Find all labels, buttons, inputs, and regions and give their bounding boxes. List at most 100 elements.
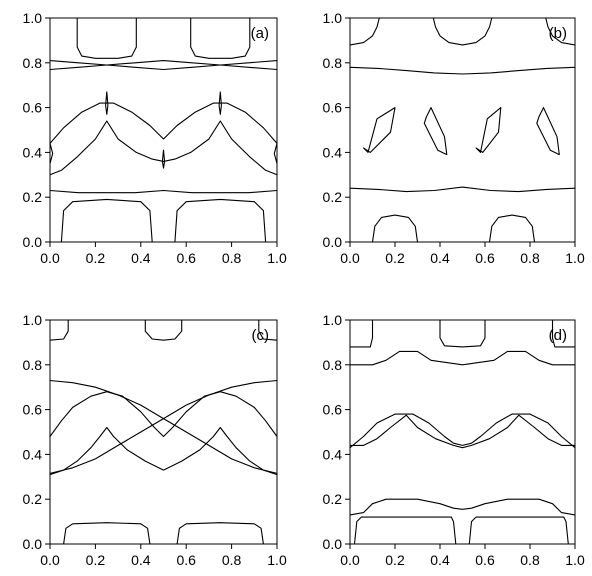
x-tick-label: 0.6	[176, 250, 196, 266]
y-tick-label: 1.0	[23, 10, 43, 26]
x-tick-label: 1.0	[565, 552, 585, 568]
contour-line-1	[349, 319, 374, 348]
x-tick-label: 1.0	[267, 552, 287, 568]
x-tick-label: 0.4	[430, 552, 450, 568]
x-tick-label: 0.0	[340, 250, 360, 266]
y-tick-label: 1.0	[323, 10, 343, 26]
contour-line-5	[49, 426, 278, 476]
plot-frame	[349, 17, 576, 243]
contour-line-1	[349, 17, 380, 46]
contour-line-7	[49, 379, 278, 474]
y-tick-label: 0.0	[323, 234, 343, 250]
contour-line-13	[60, 198, 153, 243]
x-tick-label: 0.8	[222, 250, 242, 266]
contour-line-8	[353, 516, 457, 545]
contour-line-8	[218, 91, 222, 115]
contour-line-11	[273, 142, 278, 165]
contour-line-6	[49, 120, 278, 176]
x-tick-label: 0.2	[86, 250, 106, 266]
chart-panel-3: 0.0 0.2 0.4 0.6 0.8 1.0 0.0 0.2 0.4 0.6 0.8 1.0 (c)	[23, 312, 287, 568]
contour-line-1	[76, 17, 137, 59]
x-tick-label: 0.4	[131, 552, 151, 568]
y-tick-label: 0.4	[23, 446, 43, 462]
x-tick-label: 0.0	[340, 552, 360, 568]
contour-line-7	[423, 107, 448, 156]
contour-line-3	[545, 17, 576, 46]
contour-line-2	[432, 17, 493, 46]
contour-line-2	[190, 17, 251, 59]
x-tick-label: 1.0	[565, 250, 585, 266]
x-tick-label: 0.0	[40, 552, 60, 568]
contour-line-4	[349, 66, 576, 75]
contour-line-9	[161, 149, 166, 169]
x-tick-label: 0.2	[385, 552, 405, 568]
x-tick-label: 0.4	[131, 250, 151, 266]
y-tick-label: 0.8	[23, 357, 43, 373]
y-tick-label: 0.4	[323, 144, 343, 160]
x-tick-label: 0.6	[176, 552, 196, 568]
x-tick-label: 0.6	[475, 250, 495, 266]
contour-line-10	[49, 142, 54, 165]
contour-line-12	[49, 189, 278, 194]
x-tick-label: 0.0	[40, 250, 60, 266]
y-tick-label: 0.2	[323, 189, 343, 205]
y-tick-label: 0.0	[23, 234, 43, 250]
contour-line-3	[551, 319, 576, 348]
x-tick-label: 0.6	[475, 552, 495, 568]
y-tick-label: 0.8	[323, 357, 343, 373]
chart-panel-4: 0.0 0.2 0.4 0.6 0.8 1.0 0.0 0.2 0.4 0.6 0.8 1.0 (d)	[323, 312, 585, 568]
chart-panel-1: 0.0 0.2 0.4 0.6 0.8 1.0 0.0 0.2 0.4 0.6 0.8 1.0 (a)	[23, 10, 287, 266]
contour-line-7	[105, 91, 109, 115]
x-tick-label: 0.4	[430, 250, 450, 266]
y-tick-label: 0.4	[323, 446, 343, 462]
y-tick-label: 0.6	[323, 100, 343, 116]
contour-line-4	[49, 391, 278, 438]
x-tick-label: 0.2	[86, 552, 106, 568]
panel-label: (c)	[252, 327, 270, 344]
contour-line-6	[362, 107, 396, 153]
contour-line-14	[174, 198, 267, 243]
contour-line-8	[475, 107, 502, 153]
contour-line-9	[536, 107, 560, 156]
chart-panel-2: 0.0 0.2 0.4 0.6 0.8 1.0 0.0 0.2 0.4 0.6 0.8 1.0 (b)	[323, 10, 585, 266]
y-tick-label: 1.0	[323, 312, 343, 328]
plot-frame	[49, 17, 278, 243]
panel-label: (d)	[549, 327, 567, 344]
contour-line-3	[49, 60, 278, 66]
plot-frame	[49, 319, 278, 545]
panel-label: (b)	[549, 25, 567, 42]
x-tick-label: 1.0	[267, 250, 287, 266]
contour-line-2	[439, 319, 486, 348]
x-tick-label: 0.2	[385, 250, 405, 266]
contour-line-6	[349, 414, 576, 449]
contour-line-8	[63, 522, 151, 545]
y-tick-label: 1.0	[23, 312, 43, 328]
contour-line-9	[468, 516, 569, 545]
contour-line-4	[349, 350, 576, 366]
y-tick-label: 0.6	[23, 402, 43, 418]
contour-line-10	[371, 214, 419, 243]
y-tick-label: 0.2	[23, 189, 43, 205]
y-tick-label: 0.8	[323, 55, 343, 71]
contour-line-5	[49, 102, 278, 144]
contour-line-9	[176, 522, 264, 545]
y-tick-label: 0.0	[323, 536, 343, 552]
y-tick-label: 0.8	[23, 55, 43, 71]
x-tick-label: 0.8	[222, 552, 242, 568]
contour-line-4	[49, 64, 278, 71]
contour-line-5	[349, 413, 576, 449]
x-tick-label: 0.8	[520, 552, 540, 568]
y-tick-label: 0.0	[23, 536, 43, 552]
x-tick-label: 0.8	[520, 250, 540, 266]
y-tick-label: 0.4	[23, 144, 43, 160]
contour-line-5	[349, 186, 576, 193]
contour-line-2	[144, 319, 183, 341]
contour-line-1	[49, 319, 69, 341]
contour-line-11	[488, 214, 536, 243]
plot-frame	[349, 319, 576, 545]
y-tick-label: 0.6	[23, 100, 43, 116]
y-tick-label: 0.2	[323, 491, 343, 507]
contour-line-7	[349, 498, 576, 516]
panel-label: (a)	[251, 25, 269, 42]
